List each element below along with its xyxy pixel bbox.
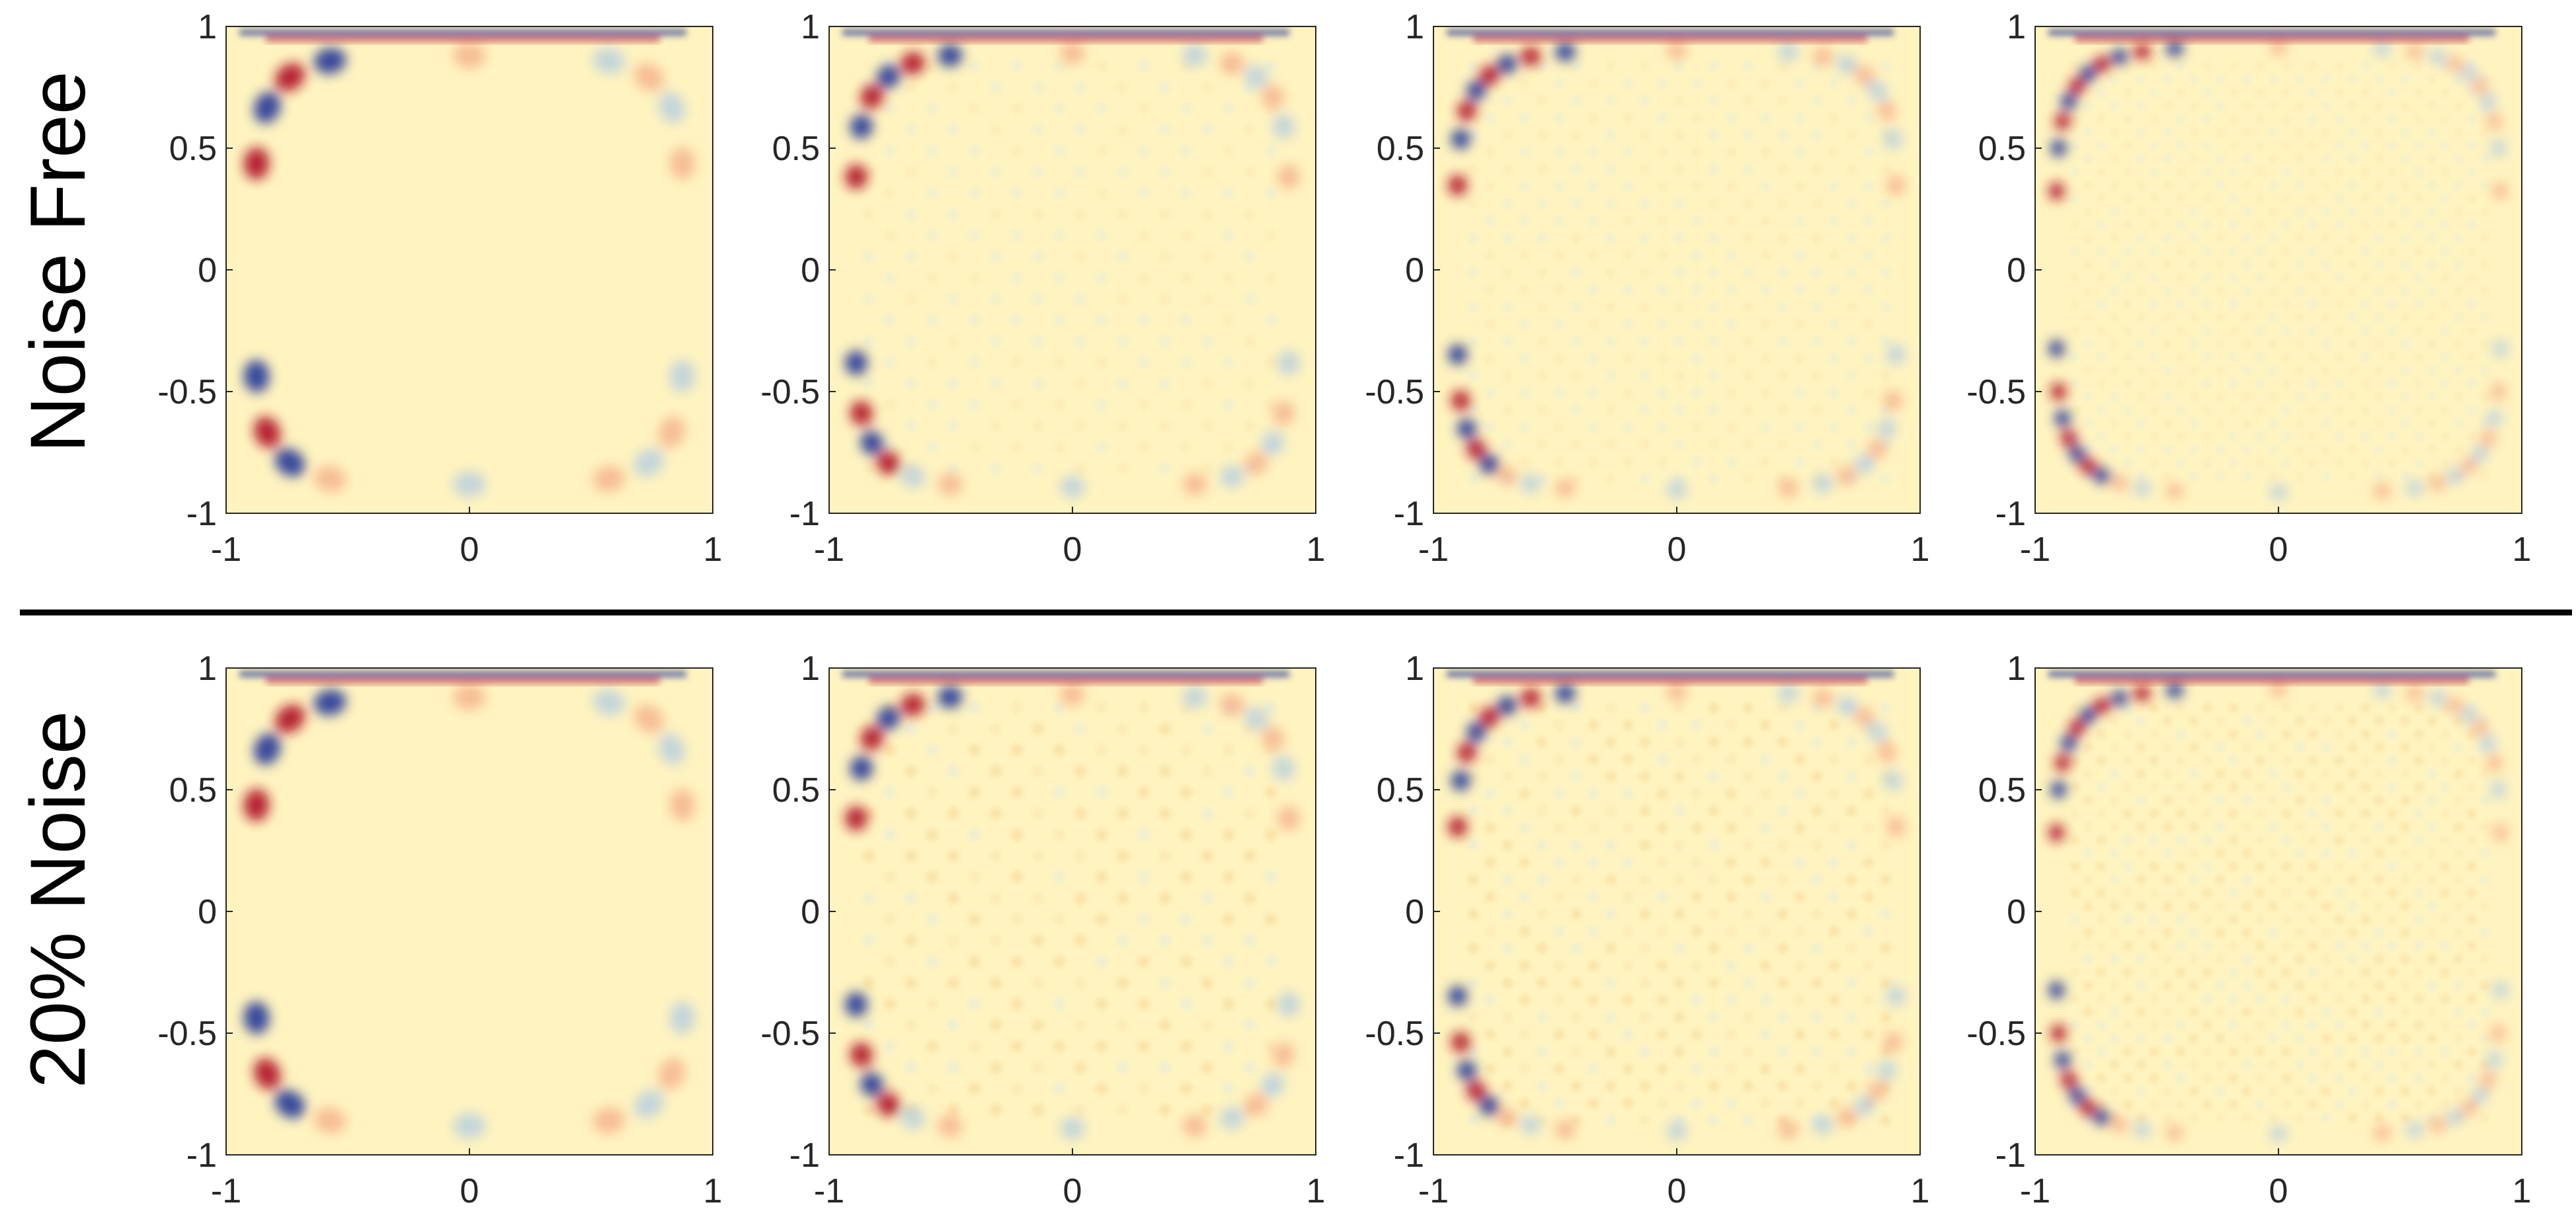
y-tick-label: 0.5 [772,771,820,810]
y-tick-label: 1 [1405,650,1424,688]
y-tick-label: 0.5 [169,130,217,168]
x-tick-label: 0 [1063,530,1082,569]
x-tick-label: 0 [1668,1172,1687,1210]
heatmap-field [2035,668,2522,1155]
x-tick-label: -1 [211,530,241,569]
x-tick-label: 0 [460,530,479,569]
y-tick-label: -0.5 [1365,373,1424,411]
y-tick-label: 0.5 [169,771,217,810]
y-tick-label: 1 [1405,8,1424,46]
heatmap-panel: -1 0 1 -1 -0.5 0 0.5 1 [1365,8,1929,569]
y-tick-label: 0.5 [1978,771,2026,810]
y-tick-label: -0.5 [1966,373,2026,411]
x-tick-label: 1 [1911,1172,1930,1210]
y-tick-label: -1 [1394,495,1424,533]
row-label-noise-free: Noise Free [15,71,102,452]
heatmap-panel: -1 0 1 -1 -0.5 0 0.5 1 [760,8,1325,569]
y-tick-label: 0 [2007,893,2026,931]
x-tick-label: -1 [1418,530,1449,569]
y-tick-label: 0 [1405,893,1424,931]
y-tick-label: 1 [2007,650,2026,688]
x-tick-label: -1 [814,1172,844,1210]
x-tick-label: 0 [2269,530,2288,569]
heatmap-panel: -1 0 1 -1 -0.5 0 0.5 1 [1966,650,2531,1210]
y-tick-label: -0.5 [1966,1015,2026,1053]
x-tick-label: -1 [2020,530,2050,569]
y-tick-label: 0.5 [772,130,820,168]
y-tick-label: -1 [789,1136,820,1175]
x-tick-label: 1 [704,1172,723,1210]
x-tick-label: 1 [2513,530,2532,569]
heatmap-panel: -1 0 1 -1 -0.5 0 0.5 1 [1365,650,1929,1210]
heatmap-panel: -1 0 1 -1 -0.5 0 0.5 1 [760,650,1325,1210]
y-tick-label: 0.5 [1377,771,1424,810]
x-tick-label: 0 [1668,530,1687,569]
y-tick-label: 0 [1405,251,1424,290]
y-tick-label: 0 [801,893,820,931]
heatmap-panel: -1 0 1 -1 -0.5 0 0.5 1 [157,8,722,569]
panels: -1 0 1 -1 -0.5 0 0.5 1 -1 0 1 -1 -0.5 0 0.5 1 -1 0 1 -1 -0.5… [157,8,2531,1210]
y-tick-label: -1 [1995,495,2026,533]
y-tick-label: -1 [789,495,820,533]
heatmap-field [829,668,1316,1155]
y-tick-label: 0 [801,251,820,290]
y-tick-label: 0 [198,251,217,290]
x-tick-label: 1 [1307,1172,1326,1210]
x-tick-label: 1 [704,530,723,569]
x-tick-label: -1 [1418,1172,1449,1210]
y-tick-label: 0.5 [1377,130,1424,168]
y-tick-label: -0.5 [760,1015,820,1053]
y-tick-label: -1 [186,1136,217,1175]
y-tick-label: 0.5 [1978,130,2026,168]
row-label-20pct-noise: 20% Noise [15,711,102,1089]
y-tick-label: 0 [198,893,217,931]
x-tick-label: 1 [1307,530,1326,569]
x-tick-label: 0 [2269,1172,2288,1210]
y-tick-label: 1 [2007,8,2026,46]
y-tick-label: 1 [198,8,217,46]
y-tick-label: -0.5 [157,1015,217,1053]
y-tick-label: -1 [1995,1136,2026,1175]
x-tick-label: 1 [1911,530,1930,569]
heatmap-field [226,26,713,513]
x-tick-label: -1 [211,1172,241,1210]
x-tick-label: 0 [460,1172,479,1210]
x-tick-label: 0 [1063,1172,1082,1210]
x-tick-label: -1 [2020,1172,2050,1210]
heatmap-panel: -1 0 1 -1 -0.5 0 0.5 1 [1966,8,2531,569]
heatmap-field [829,26,1316,513]
y-tick-label: -1 [1394,1136,1424,1175]
y-tick-label: -0.5 [157,373,217,411]
heatmap-panel: -1 0 1 -1 -0.5 0 0.5 1 [157,650,722,1210]
y-tick-label: -1 [186,495,217,533]
y-tick-label: 0 [2007,251,2026,290]
y-tick-label: -0.5 [760,373,820,411]
y-tick-label: 1 [198,650,217,688]
heatmap-field [226,668,713,1155]
x-tick-label: 1 [2513,1172,2532,1210]
y-tick-label: -0.5 [1365,1015,1424,1053]
y-tick-label: 1 [801,650,820,688]
heatmap-field [2035,26,2522,513]
x-tick-label: -1 [814,530,844,569]
y-tick-label: 1 [801,8,820,46]
